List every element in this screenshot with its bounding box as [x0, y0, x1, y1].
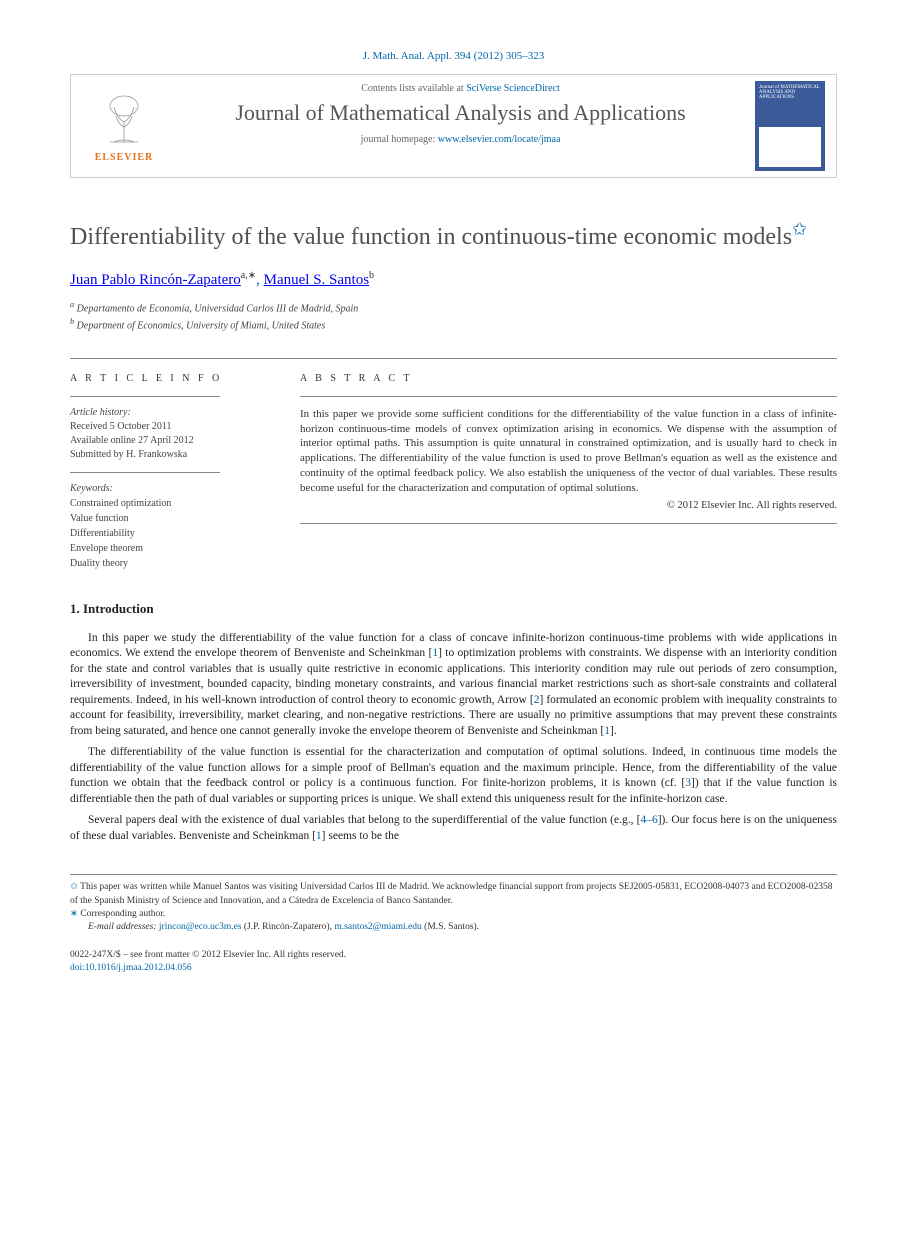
article-title: Differentiability of the value function …	[70, 218, 837, 252]
journal-cover-thumbnail: Journal of MATHEMATICAL ANALYSIS AND APP…	[755, 81, 825, 171]
footnote-line: E-mail addresses: jrincon@eco.uc3m.es (J…	[70, 921, 837, 934]
sciencedirect-link[interactable]: SciVerse ScienceDirect	[466, 83, 560, 94]
title-text: Differentiability of the value function …	[70, 224, 792, 250]
submitted-line: Submitted by H. Frankowska	[70, 448, 270, 462]
doi-link[interactable]: doi:10.1016/j.jmaa.2012.04.056	[70, 963, 192, 973]
received-line: Received 5 October 2011	[70, 420, 270, 434]
affiliation-line: a Departamento de Economía, Universidad …	[70, 299, 837, 316]
affiliations: a Departamento de Economía, Universidad …	[70, 299, 837, 334]
author-link[interactable]: Juan Pablo Rincón-Zapatero	[70, 272, 241, 288]
paragraph: In this paper we study the differentiabi…	[70, 631, 837, 740]
footnote-marker: ∗	[70, 909, 78, 919]
elsevier-tree-icon	[94, 90, 154, 150]
email-link[interactable]: jrincon@eco.uc3m.es	[159, 922, 242, 932]
authors-line: Juan Pablo Rincón-Zapateroa,∗, Manuel S.…	[70, 270, 837, 289]
email-who: (M.S. Santos).	[422, 922, 479, 932]
cover-title-text: Journal of MATHEMATICAL ANALYSIS AND APP…	[759, 85, 821, 100]
contents-prefix: Contents lists available at	[361, 83, 466, 94]
doi-label: doi:	[70, 963, 85, 973]
header-center: Contents lists available at SciVerse Sci…	[177, 75, 744, 177]
divider	[70, 396, 220, 397]
homepage-link[interactable]: www.elsevier.com/locate/jmaa	[438, 134, 561, 145]
divider	[70, 472, 220, 473]
text-run: Several papers deal with the existence o…	[88, 814, 640, 826]
keywords-block: Keywords: Constrained optimization Value…	[70, 483, 270, 571]
affil-mark: b	[70, 317, 74, 326]
email-label: E-mail addresses:	[88, 922, 159, 932]
text-run: ].	[610, 725, 617, 737]
top-citation: J. Math. Anal. Appl. 394 (2012) 305–323	[70, 50, 837, 62]
keyword: Envelope theorem	[70, 541, 270, 556]
keyword: Differentiability	[70, 526, 270, 541]
divider	[300, 523, 837, 524]
keyword: Constrained optimization	[70, 496, 270, 511]
affil-text: Departamento de Economía, Universidad Ca…	[77, 303, 359, 314]
journal-name: Journal of Mathematical Analysis and App…	[187, 100, 734, 126]
email-link[interactable]: m.santos2@miami.edu	[334, 922, 421, 932]
footnote-marker: ✩	[70, 882, 78, 892]
email-who: (J.P. Rincón-Zapatero),	[242, 922, 335, 932]
online-line: Available online 27 April 2012	[70, 434, 270, 448]
article-info: A R T I C L E I N F O Article history: R…	[70, 373, 300, 571]
affil-text: Department of Economics, University of M…	[77, 321, 326, 332]
cover-lower	[759, 127, 821, 167]
homepage-line: journal homepage: www.elsevier.com/locat…	[187, 134, 734, 145]
cover-thumbnail-cell: Journal of MATHEMATICAL ANALYSIS AND APP…	[744, 75, 836, 177]
abstract-text: In this paper we provide some sufficient…	[300, 407, 837, 496]
footnote-line: ∗ Corresponding author.	[70, 908, 837, 921]
title-footnote-marker: ✩	[792, 219, 807, 239]
info-abstract-row: A R T I C L E I N F O Article history: R…	[70, 358, 837, 571]
keyword: Duality theory	[70, 556, 270, 571]
paragraph: Several papers deal with the existence o…	[70, 813, 837, 844]
contents-available-line: Contents lists available at SciVerse Sci…	[187, 83, 734, 94]
footnote-text: Corresponding author.	[78, 909, 165, 919]
affiliation-line: b Department of Economics, University of…	[70, 316, 837, 333]
doi-line: doi:10.1016/j.jmaa.2012.04.056	[70, 962, 837, 975]
citation-link[interactable]: 4–6	[640, 814, 657, 826]
journal-header: ELSEVIER Contents lists available at Sci…	[70, 74, 837, 178]
abstract-heading: A B S T R A C T	[300, 373, 837, 384]
abstract: A B S T R A C T In this paper we provide…	[300, 373, 837, 571]
author-affil-marks: a,∗	[241, 270, 256, 281]
author-separator: ,	[256, 272, 264, 288]
author-affil-marks: b	[369, 270, 374, 281]
body-text: In this paper we study the differentiabi…	[70, 631, 837, 845]
publisher-logo: ELSEVIER	[71, 75, 177, 177]
section-heading: 1. Introduction	[70, 601, 837, 617]
divider	[300, 396, 837, 397]
footnote-line: ✩ This paper was written while Manuel Sa…	[70, 881, 837, 908]
history-label: Article history:	[70, 407, 270, 418]
text-run: ] seems to be the	[322, 830, 399, 842]
author-link[interactable]: Manuel S. Santos	[264, 272, 369, 288]
keywords-label: Keywords:	[70, 483, 270, 494]
publisher-name: ELSEVIER	[95, 152, 154, 163]
page: J. Math. Anal. Appl. 394 (2012) 305–323 …	[0, 0, 907, 1015]
footer-meta: 0022-247X/$ – see front matter © 2012 El…	[70, 949, 837, 976]
doi-value: 10.1016/j.jmaa.2012.04.056	[85, 963, 192, 973]
affil-mark: a	[70, 300, 74, 309]
issn-line: 0022-247X/$ – see front matter © 2012 El…	[70, 949, 837, 962]
homepage-prefix: journal homepage:	[361, 134, 438, 145]
copyright-line: © 2012 Elsevier Inc. All rights reserved…	[300, 500, 837, 511]
article-info-heading: A R T I C L E I N F O	[70, 373, 270, 384]
footnote-text: This paper was written while Manuel Sant…	[70, 882, 833, 905]
keyword: Value function	[70, 511, 270, 526]
paragraph: The differentiability of the value funct…	[70, 745, 837, 807]
footnotes: ✩ This paper was written while Manuel Sa…	[70, 874, 837, 934]
